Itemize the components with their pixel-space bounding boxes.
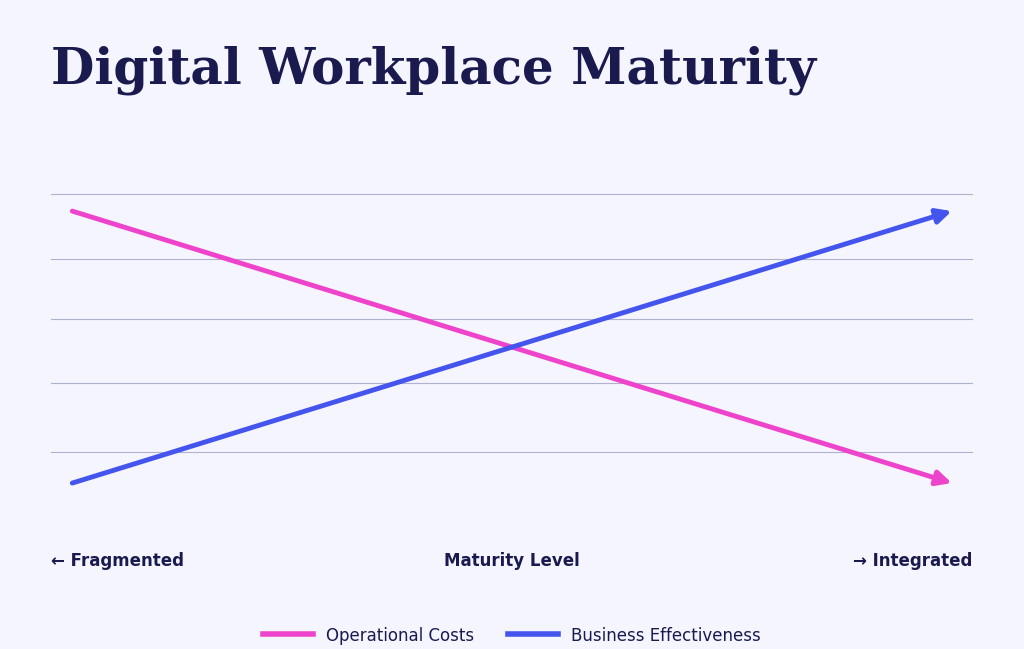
- Text: → Integrated: → Integrated: [853, 552, 973, 570]
- Text: Digital Workplace Maturity: Digital Workplace Maturity: [51, 45, 816, 95]
- Text: ← Fragmented: ← Fragmented: [51, 552, 184, 570]
- Legend: Operational Costs, Business Effectiveness: Operational Costs, Business Effectivenes…: [263, 626, 761, 644]
- Text: Maturity Level: Maturity Level: [444, 552, 580, 570]
